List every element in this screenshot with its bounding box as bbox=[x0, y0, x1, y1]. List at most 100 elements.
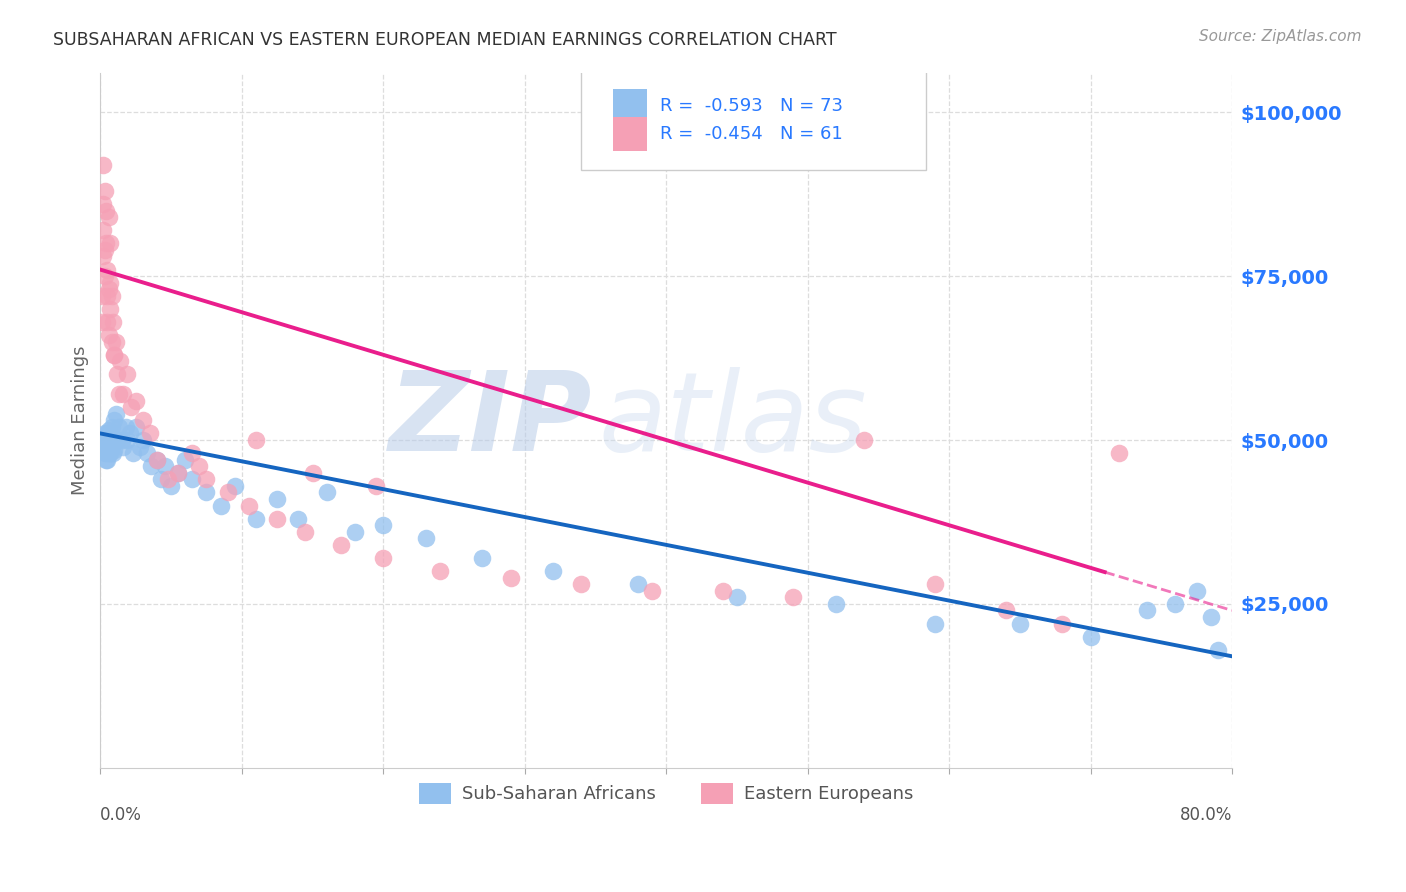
Point bbox=[160, 479, 183, 493]
Point bbox=[139, 426, 162, 441]
Point bbox=[91, 223, 114, 237]
Point bbox=[103, 442, 125, 457]
Point bbox=[366, 479, 388, 493]
Point bbox=[100, 334, 122, 349]
Point bbox=[91, 250, 114, 264]
Point bbox=[132, 433, 155, 447]
Point bbox=[97, 423, 120, 437]
Point bbox=[373, 551, 395, 566]
Point bbox=[97, 433, 120, 447]
Point bbox=[104, 334, 127, 349]
Point bbox=[711, 583, 734, 598]
Point bbox=[100, 420, 122, 434]
Point bbox=[90, 440, 112, 454]
Point bbox=[100, 289, 122, 303]
Point bbox=[301, 466, 323, 480]
Point bbox=[103, 348, 125, 362]
Point bbox=[217, 485, 239, 500]
Point bbox=[471, 551, 494, 566]
Point bbox=[96, 289, 118, 303]
Point bbox=[125, 393, 148, 408]
FancyBboxPatch shape bbox=[613, 118, 647, 151]
Point bbox=[1199, 610, 1222, 624]
Point bbox=[155, 459, 177, 474]
Point bbox=[1080, 630, 1102, 644]
Text: 0.0%: 0.0% bbox=[100, 805, 142, 824]
Text: 80.0%: 80.0% bbox=[1180, 805, 1232, 824]
Point bbox=[91, 442, 114, 457]
Point bbox=[96, 262, 118, 277]
Text: Source: ZipAtlas.com: Source: ZipAtlas.com bbox=[1198, 29, 1361, 44]
Point bbox=[122, 446, 145, 460]
Point bbox=[98, 236, 121, 251]
Point bbox=[97, 446, 120, 460]
Point bbox=[121, 401, 143, 415]
Point bbox=[569, 577, 592, 591]
Point bbox=[115, 433, 138, 447]
Point bbox=[96, 315, 118, 329]
Point bbox=[294, 524, 316, 539]
Point bbox=[924, 616, 946, 631]
Point bbox=[266, 491, 288, 506]
Point bbox=[141, 459, 163, 474]
Text: R =  -0.454   N = 61: R = -0.454 N = 61 bbox=[661, 125, 844, 143]
Point bbox=[1108, 446, 1130, 460]
Point bbox=[499, 571, 522, 585]
Point bbox=[853, 433, 876, 447]
Point bbox=[93, 243, 115, 257]
Point bbox=[195, 472, 218, 486]
Point bbox=[132, 413, 155, 427]
Point bbox=[108, 354, 131, 368]
Point bbox=[93, 446, 115, 460]
Point bbox=[129, 440, 152, 454]
Point bbox=[93, 440, 115, 454]
Point bbox=[103, 413, 125, 427]
Point bbox=[120, 426, 142, 441]
Point bbox=[90, 289, 112, 303]
Point bbox=[146, 452, 169, 467]
Point bbox=[93, 269, 115, 284]
Point bbox=[96, 426, 118, 441]
Point bbox=[104, 407, 127, 421]
Point bbox=[93, 426, 115, 441]
Point bbox=[181, 446, 204, 460]
Y-axis label: Median Earnings: Median Earnings bbox=[72, 345, 89, 495]
Text: R =  -0.593   N = 73: R = -0.593 N = 73 bbox=[661, 96, 844, 115]
Point bbox=[94, 236, 117, 251]
Point bbox=[94, 446, 117, 460]
Point bbox=[96, 433, 118, 447]
Point bbox=[825, 597, 848, 611]
Point bbox=[429, 564, 451, 578]
Point bbox=[245, 511, 267, 525]
Point bbox=[98, 426, 121, 441]
Point bbox=[97, 282, 120, 296]
Point bbox=[101, 446, 124, 460]
Point bbox=[101, 315, 124, 329]
Point bbox=[1050, 616, 1073, 631]
Point bbox=[209, 499, 232, 513]
Point bbox=[90, 315, 112, 329]
Text: atlas: atlas bbox=[599, 367, 868, 474]
Point bbox=[98, 440, 121, 454]
Point bbox=[174, 452, 197, 467]
Point bbox=[782, 591, 804, 605]
Point bbox=[136, 446, 159, 460]
Point bbox=[97, 328, 120, 343]
Point bbox=[94, 436, 117, 450]
Point bbox=[105, 368, 128, 382]
Point bbox=[91, 158, 114, 172]
Point bbox=[110, 433, 132, 447]
Point bbox=[115, 368, 138, 382]
Point bbox=[245, 433, 267, 447]
Point bbox=[641, 583, 664, 598]
Point bbox=[94, 433, 117, 447]
Point bbox=[725, 591, 748, 605]
Point bbox=[96, 452, 118, 467]
Point bbox=[105, 433, 128, 447]
Point bbox=[167, 466, 190, 480]
Point bbox=[195, 485, 218, 500]
Point bbox=[93, 184, 115, 198]
Point bbox=[329, 538, 352, 552]
Point bbox=[1206, 642, 1229, 657]
Point bbox=[111, 387, 134, 401]
